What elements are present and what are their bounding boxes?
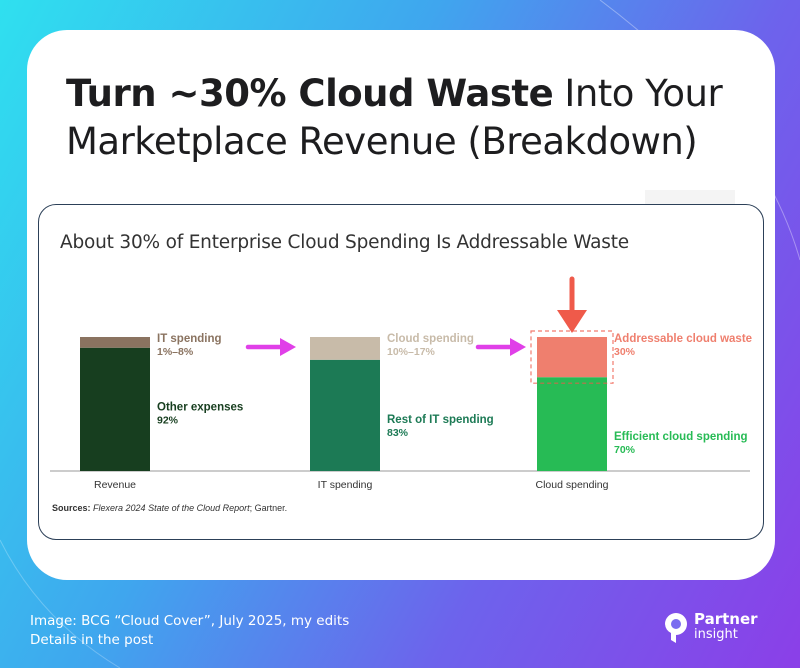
value-it-spending: 1%–8%	[157, 346, 194, 358]
label-it-spending: IT spending	[157, 333, 222, 345]
waste-highlight-box	[530, 330, 614, 384]
value-cloud-spending: 10%–17%	[387, 346, 436, 358]
headline: Turn ~30% Cloud Waste Into Your Marketpl…	[66, 70, 746, 166]
chart-panel	[38, 204, 764, 540]
label-other-expenses: Other expenses	[157, 402, 243, 414]
label-rest-of-it-spending: Rest of IT spending	[387, 414, 494, 426]
logo-line-1: Partner	[694, 610, 758, 628]
footer-line-1: Image: BCG “Cloud Cover”, July 2025, my …	[30, 613, 350, 629]
footer-credit: Image: BCG “Cloud Cover”, July 2025, my …	[30, 612, 349, 650]
bar-it-spending	[80, 337, 150, 348]
logo-line-2: insight	[694, 627, 738, 642]
bar-cloud-spending	[310, 337, 380, 360]
headline-rest: Into Your Marketplace Revenue (Breakdown…	[66, 72, 723, 163]
headline-strong: Turn ~30% Cloud Waste	[66, 72, 554, 115]
label-efficient-cloud-spending: Efficient cloud spending	[614, 431, 748, 443]
sources-italic: Flexera 2024 State of the Cloud Report	[93, 503, 250, 513]
sources-label: Sources:	[52, 503, 91, 513]
sources-rest: ; Gartner.	[249, 503, 288, 513]
bar-other-expenses	[80, 347, 150, 471]
sources-note: Sources: Flexera 2024 State of the Cloud…	[52, 503, 287, 513]
partner-insight-logo: Partner insight	[662, 608, 772, 648]
value-other-expenses: 92%	[157, 415, 179, 427]
value-efficient-cloud-spending: 70%	[614, 444, 636, 456]
bar-efficient-cloud-spending	[537, 377, 607, 471]
value-rest-of-it-spending: 83%	[387, 427, 409, 439]
tick-label-cloud-spending: Cloud spending	[536, 479, 609, 491]
label-cloud-spending: Cloud spending	[387, 333, 474, 345]
bar-addressable-cloud-waste	[537, 337, 607, 378]
value-addressable-cloud-waste: 30%	[614, 346, 636, 358]
arrow-revenue-to-it-head	[280, 338, 296, 356]
label-addressable-cloud-waste: Addressable cloud waste	[614, 333, 752, 345]
logo-mark-icon	[665, 613, 687, 643]
arrow-it-to-cloud-head	[510, 338, 526, 356]
tick-label-revenue: Revenue	[94, 479, 136, 491]
bar-rest-of-it-spending	[310, 359, 380, 471]
waste-arrow-head	[557, 310, 587, 333]
tick-label-it-spending: IT spending	[318, 479, 373, 491]
footer-line-2: Details in the post	[30, 632, 154, 648]
chart-title: About 30% of Enterprise Cloud Spending I…	[60, 232, 629, 253]
